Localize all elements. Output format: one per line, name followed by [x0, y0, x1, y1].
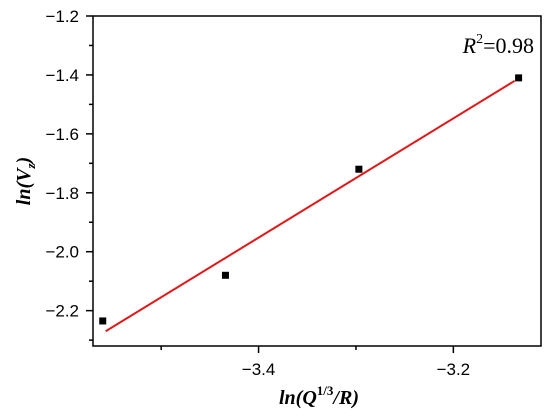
data-point: [221, 271, 229, 279]
y-axis-title: ln(Vz): [13, 157, 38, 205]
r-squared-annotation: R2=0.98: [462, 32, 534, 58]
y-tick-label: −2.2: [45, 302, 79, 321]
x-tick-label: −3.2: [437, 360, 471, 379]
y-tick-label: −2.0: [45, 243, 79, 262]
fit-line: [105, 79, 516, 333]
plot-frame: [92, 15, 542, 347]
y-tick-label: −1.2: [45, 7, 79, 26]
data-point: [515, 74, 523, 82]
data-point: [355, 165, 363, 173]
y-tick-label: −1.8: [45, 184, 79, 203]
marks-layer: [86, 15, 542, 353]
x-tick-label: −3.4: [242, 360, 276, 379]
y-tick-label: −1.4: [45, 66, 79, 85]
x-axis-title: ln(Q1/3/R): [279, 383, 359, 409]
data-point: [99, 317, 107, 325]
labels-layer: −3.4 −3.2 −2.2 −2.0 −1.8 −1.6 −1.4 −1.2 ln(Q1/3/…: [13, 7, 534, 409]
y-tick-label: −1.6: [45, 125, 79, 144]
